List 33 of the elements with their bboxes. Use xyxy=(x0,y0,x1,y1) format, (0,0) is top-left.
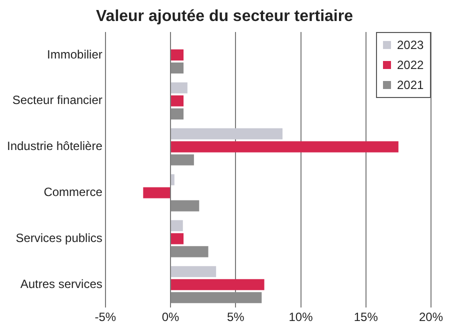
bar xyxy=(171,200,200,212)
x-tick-label: 10% xyxy=(288,310,314,324)
y-tick-label: Immobilier xyxy=(47,47,102,62)
y-tick-label: Services publics xyxy=(16,231,102,246)
y-tick-label: Secteur financier xyxy=(12,93,102,108)
bar xyxy=(171,174,174,186)
bar xyxy=(171,233,184,244)
bar xyxy=(171,108,184,120)
x-tick-label: -5% xyxy=(94,310,116,324)
bar xyxy=(171,128,283,140)
y-tick-label: Autres services xyxy=(20,276,102,291)
bar xyxy=(171,141,398,152)
bar xyxy=(171,292,262,304)
bar xyxy=(171,154,194,166)
legend-label: 2021 xyxy=(397,78,424,92)
bar xyxy=(171,62,184,74)
y-tick-label: Industrie hôtelière xyxy=(7,139,103,154)
bar xyxy=(171,266,216,278)
x-tick-label: 15% xyxy=(354,310,378,324)
bar xyxy=(171,82,188,94)
bar xyxy=(171,279,264,290)
bar xyxy=(171,49,184,60)
x-tick-label: 5% xyxy=(226,310,245,324)
bar xyxy=(171,246,208,258)
x-tick-label: 0% xyxy=(162,310,180,324)
chart-title: Valeur ajoutée du secteur tertiaire xyxy=(95,8,354,26)
x-tick-label: 20% xyxy=(418,310,444,324)
bar xyxy=(143,187,170,198)
y-tick-label: Commerce xyxy=(44,185,103,200)
legend-label: 2023 xyxy=(397,38,424,52)
legend-label: 2022 xyxy=(397,58,424,72)
bar xyxy=(171,95,184,106)
bar xyxy=(171,220,183,232)
